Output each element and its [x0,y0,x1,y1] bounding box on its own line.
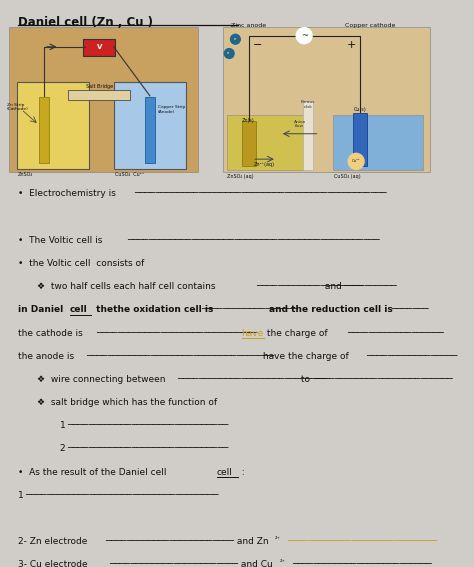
Text: have the charge of: have the charge of [260,352,352,361]
Text: ZnSO₄ (aq): ZnSO₄ (aq) [227,174,254,179]
Text: ❖  two half cells each half cell contains: ❖ two half cells each half cell contains [37,282,219,291]
Text: ❖  wire connecting between: ❖ wire connecting between [37,375,169,384]
Text: ────────────────────────: ──────────────────────── [109,560,238,567]
Text: V: V [97,44,102,50]
Text: +: + [347,40,356,50]
Text: ───────────────────────────────────────────────: ────────────────────────────────────────… [135,189,387,198]
Text: and: and [322,282,345,291]
Text: ──────────────────────────────: ────────────────────────────── [67,445,228,454]
Text: CuSO₄ (aq): CuSO₄ (aq) [334,174,361,179]
Text: •  As the result of the Daniel cell: • As the result of the Daniel cell [18,468,169,477]
FancyBboxPatch shape [303,101,313,170]
Text: Salt Bridge: Salt Bridge [86,84,113,89]
Text: 1: 1 [60,421,65,430]
FancyBboxPatch shape [353,113,367,166]
Text: Daniel cell (Zn , Cu ): Daniel cell (Zn , Cu ) [18,16,153,28]
Text: 2- Zn electrode: 2- Zn electrode [18,537,87,546]
FancyBboxPatch shape [242,121,255,166]
Text: the: the [92,306,113,314]
FancyBboxPatch shape [9,27,198,172]
Text: ~: ~ [301,31,308,40]
Circle shape [348,153,364,170]
Text: ────────────────────────────: ──────────────────────────── [287,537,438,546]
Text: the anode is: the anode is [18,352,77,361]
Text: ──────────────────────────: ────────────────────────── [313,375,453,384]
Text: 1: 1 [18,491,23,500]
Text: the charge of: the charge of [264,328,331,337]
Text: and Cu: and Cu [238,560,273,567]
Text: 3- Cu electrode: 3- Cu electrode [18,560,90,567]
FancyBboxPatch shape [145,97,155,163]
Text: to: to [298,375,312,384]
Text: ──────────────────────────────: ────────────────────────────── [67,421,228,430]
Text: Zinc anode: Zinc anode [231,23,266,28]
Circle shape [230,35,240,44]
Circle shape [224,49,234,58]
Text: Zn(s): Zn(s) [242,119,255,124]
Text: cell: cell [70,306,87,314]
Text: •  the Voltic cell  consists of: • the Voltic cell consists of [18,259,144,268]
Text: ────────────────────────────: ──────────────────────────── [177,375,328,384]
Text: have: have [242,328,264,337]
Text: Zn Strip
(Cathode): Zn Strip (Cathode) [7,103,29,111]
Text: e⁻: e⁻ [227,52,231,56]
Text: Porous
disk: Porous disk [301,100,315,109]
Circle shape [296,28,312,44]
FancyBboxPatch shape [333,115,423,170]
Text: ───────: ─────── [392,306,429,314]
Text: Zn²⁺(aq): Zn²⁺(aq) [254,162,275,167]
FancyBboxPatch shape [83,39,115,56]
Text: and Zn: and Zn [235,537,269,546]
Text: 2: 2 [60,445,65,454]
Text: Anion
flow: Anion flow [293,120,306,128]
Text: •  The Voltic cell is: • The Voltic cell is [18,236,105,245]
Text: :: : [239,468,245,477]
Text: −: − [253,40,263,50]
Text: Cu(s): Cu(s) [353,107,366,112]
Text: the cathode is: the cathode is [18,328,85,337]
FancyBboxPatch shape [39,97,49,163]
Text: cell: cell [217,468,233,477]
Text: ────────────────────: ──────────────────── [255,282,363,291]
FancyBboxPatch shape [68,91,130,100]
Text: the oxidation cell is: the oxidation cell is [110,306,217,314]
FancyBboxPatch shape [114,82,186,170]
Text: in Daniel: in Daniel [18,306,66,314]
Text: ───────────────────────────────────────────────: ────────────────────────────────────────… [127,236,380,245]
Text: ²⁺: ²⁺ [280,560,285,565]
Text: ──────────: ────────── [343,282,397,291]
Text: CuSO₄  Cu²⁺: CuSO₄ Cu²⁺ [115,172,144,177]
Text: Copper cathode: Copper cathode [345,23,395,28]
FancyBboxPatch shape [223,27,430,172]
Text: ──────────────────────────────: ────────────────────────────── [96,328,257,337]
Text: ──────────────────: ────────────────── [201,306,298,314]
Text: •  Electrochemistry is: • Electrochemistry is [18,189,118,198]
Text: ❖  salt bridge which has the function of: ❖ salt bridge which has the function of [37,398,218,407]
Text: Copper Strip
(Anode): Copper Strip (Anode) [158,105,185,113]
Text: ZnSO₄: ZnSO₄ [18,172,33,177]
Text: ²⁺: ²⁺ [275,537,281,542]
FancyBboxPatch shape [17,82,90,170]
Text: ─────────────────: ───────────────── [366,352,457,361]
Text: Cu²⁺: Cu²⁺ [352,159,361,163]
Text: ────────────────────────: ──────────────────────── [105,537,234,546]
FancyBboxPatch shape [227,115,304,170]
Text: and the reduction cell is: and the reduction cell is [269,306,396,314]
Text: ──────────────────────────: ────────────────────────── [292,560,431,567]
Text: ────────────────────────────────────: ──────────────────────────────────── [26,491,219,500]
Text: ───────────────────────────────────: ─────────────────────────────────── [86,352,274,361]
Text: ──────────────────: ────────────────── [347,328,444,337]
Text: e⁻: e⁻ [233,37,237,41]
